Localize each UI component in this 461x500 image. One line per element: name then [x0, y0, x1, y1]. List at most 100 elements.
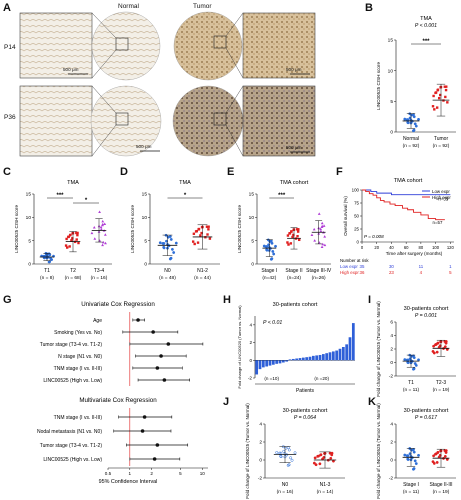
- panel-h-svg: 30-patients cohort P < 0.01 -2 0 2 4 Fold chan…: [237, 302, 355, 394]
- hazard-ratio-point: [142, 415, 147, 419]
- p-value: P < 0.001: [415, 23, 437, 29]
- x-category-label: Tumor: [434, 136, 449, 142]
- group-label: (n =10): [264, 376, 279, 381]
- data-point: [290, 230, 293, 233]
- data-point: [69, 233, 72, 237]
- x-category-label: N1-2: [197, 268, 208, 274]
- data-point: [316, 454, 320, 458]
- data-point: [174, 241, 178, 245]
- x-count-label: (n = 92): [433, 143, 450, 149]
- data-point: [408, 357, 412, 361]
- x-count-label: (n=24): [287, 275, 301, 281]
- risk-value: 11: [419, 264, 424, 269]
- data-point: [288, 232, 291, 235]
- bar: [341, 347, 345, 361]
- risk-title: Number at risk: [340, 258, 369, 263]
- panel-f-chart: TMA cohort 0 25 50 75 100 0 20 40 60 80 100 120 Overa…: [338, 176, 460, 292]
- data-point: [279, 455, 283, 459]
- core-tumor-p36: [172, 85, 244, 157]
- panel-d-svg: TMA 0 5 10 15 LINC00525 CISH score N0(n = 48) N…: [130, 180, 220, 281]
- panel-g-svg: Univariate Cox Regression Age Smoking (Yes…: [37, 301, 208, 485]
- data-point: [268, 240, 272, 243]
- data-point: [200, 225, 204, 229]
- data-point: [436, 341, 440, 345]
- x-category-label: Stage I: [261, 268, 277, 274]
- y-tick-label: 10: [26, 215, 32, 221]
- data-point: [77, 241, 80, 245]
- panel-letter-k: K: [368, 396, 376, 408]
- zoom-normal-p36: [19, 85, 93, 157]
- chart-title: TMA: [420, 16, 432, 22]
- data-point: [442, 99, 445, 102]
- y-axis-label: Fold change of LINC00525 (Tumor vs. Norm…: [245, 403, 250, 499]
- risk-value: 30: [389, 264, 394, 269]
- data-point: [313, 239, 317, 242]
- y-tick-label: 10: [388, 68, 394, 74]
- x-category-label: N0: [164, 268, 171, 274]
- data-point: [169, 237, 173, 241]
- x-count-label: (n = 68): [65, 275, 82, 281]
- chart-title: TMA cohort: [280, 180, 309, 186]
- bar: [288, 359, 292, 361]
- p-value: P = 0.001: [415, 313, 437, 319]
- sig-stars: ***: [422, 39, 430, 45]
- data-point: [170, 247, 174, 251]
- data-point: [417, 453, 420, 457]
- x-count-label: (n = 48): [159, 275, 176, 281]
- panel-letter-g: G: [3, 294, 12, 306]
- data-point: [412, 367, 416, 371]
- data-point: [99, 225, 103, 229]
- bar: [258, 360, 262, 370]
- data-point: [290, 458, 294, 462]
- data-point: [412, 128, 416, 132]
- y-axis-label: LINC00525 CISH score: [237, 205, 242, 253]
- panel-i-chart: 30-patients cohort P = 0.001 -2 0 2 4 6 Fold ch…: [368, 301, 460, 397]
- data-point: [270, 241, 274, 245]
- y-axis-label: Fold change of LINC00525 (Tumor vs. Norm…: [376, 403, 381, 499]
- y-tick-label: 50: [354, 214, 359, 219]
- data-point: [408, 116, 412, 120]
- hazard-ratio-point: [159, 354, 163, 358]
- x-category-label: Normal: [403, 136, 419, 142]
- y-tick-label: 6: [390, 320, 393, 326]
- x-tick-label: 2: [150, 471, 153, 476]
- risk-value: 35: [360, 264, 365, 269]
- y-tick-label: 4: [249, 322, 252, 327]
- x-count-label: (n = 11): [403, 387, 420, 393]
- bar: [305, 357, 309, 361]
- data-point: [439, 340, 443, 344]
- bar: [271, 360, 275, 365]
- data-point: [48, 260, 52, 264]
- risk-value: 36: [360, 270, 365, 275]
- data-point: [436, 88, 440, 91]
- data-point: [319, 229, 323, 233]
- bar: [335, 350, 339, 361]
- x-category-label: Stage II: [285, 268, 302, 274]
- y-tick-label: 0: [390, 360, 393, 366]
- data-point: [435, 460, 439, 464]
- panel-j-chart: 30-patients cohort P = 0.064 -2 0 2 4 Fold cha…: [225, 403, 365, 499]
- bar: [295, 358, 299, 361]
- bar: [331, 351, 335, 361]
- data-point: [103, 222, 107, 226]
- panel-c-svg: TMA 0 5 10 15 LINC00525 CISH score T1(n = 8) T2…: [14, 180, 112, 281]
- hazard-ratio-point: [155, 443, 160, 447]
- y-tick-label: 15: [142, 192, 148, 198]
- x-tick-label: 120: [447, 245, 455, 250]
- data-point: [71, 232, 74, 235]
- data-point: [434, 343, 437, 347]
- x-count-label: (n = 44): [194, 275, 211, 281]
- bar: [265, 360, 269, 367]
- x-category-label: Stage II-III: [429, 482, 452, 488]
- data-point: [76, 231, 79, 235]
- data-point: [433, 108, 436, 111]
- legend-label: High expr: [432, 195, 451, 200]
- x-axis-label: 95% Confidence Interval: [99, 479, 158, 485]
- forest-row-label: Smoking (Yes vs. No): [54, 330, 102, 336]
- data-point: [413, 362, 417, 365]
- data-point: [104, 241, 107, 245]
- data-point: [274, 244, 277, 248]
- data-point: [406, 457, 410, 461]
- y-tick-label: 5: [28, 238, 31, 244]
- risk-value: 4: [420, 270, 423, 275]
